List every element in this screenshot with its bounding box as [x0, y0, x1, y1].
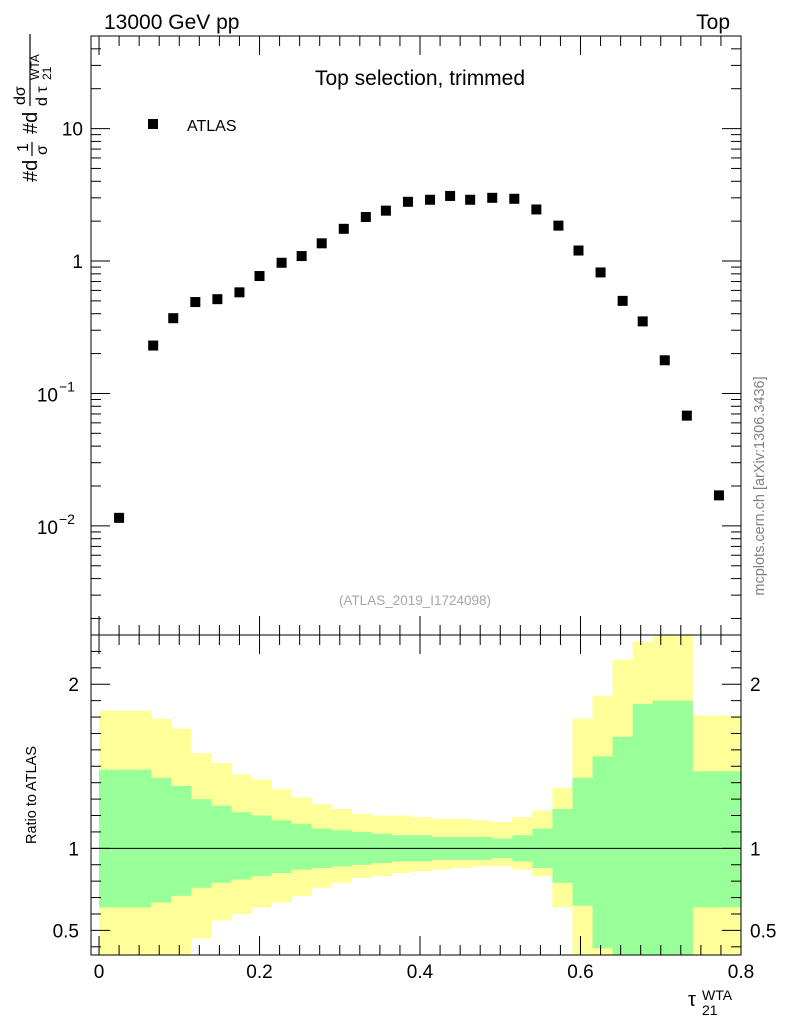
svg-text:WTA: WTA: [702, 987, 733, 1003]
data-point: [509, 193, 520, 204]
svg-text:21: 21: [40, 66, 54, 80]
data-point: [338, 223, 349, 234]
analysis-watermark: (ATLAS_2019_I1724098): [339, 593, 491, 608]
ratio-y-tick-label: 2: [68, 675, 79, 696]
data-point: [445, 190, 456, 201]
data-point: [316, 238, 327, 249]
x-tick-label: 0: [94, 962, 105, 983]
ratio-uncertainty-bands: [99, 635, 742, 955]
x-tick-label: 0.4: [407, 962, 434, 983]
side-reference-label: mcplots.cern.ch [arXiv:1306.3436]: [752, 376, 768, 595]
legend-label: ATLAS: [187, 118, 237, 135]
data-point: [617, 295, 628, 306]
y-tick-label: 10: [37, 385, 58, 406]
y-tick-label: 1: [72, 252, 83, 273]
green-uncertainty-band: [99, 700, 742, 955]
y-tick-label: 10: [37, 518, 58, 539]
ratio-plot-frame: [90, 634, 742, 956]
data-point: [254, 271, 265, 282]
svg-text:1: 1: [15, 143, 32, 152]
x-tick-label: 0.6: [567, 962, 593, 983]
data-point: [296, 251, 307, 262]
data-point: [234, 287, 245, 298]
data-point: [573, 245, 584, 256]
data-point: [531, 204, 542, 215]
y-tick-label: 10: [62, 120, 83, 141]
data-point: [190, 297, 201, 308]
data-point: [360, 211, 371, 222]
header-energy-label: 13000 GeV pp: [104, 11, 239, 34]
data-point: [276, 257, 287, 268]
data-point: [380, 205, 391, 216]
y-tick-label-exponent: −1: [59, 378, 75, 394]
data-point: [148, 340, 159, 351]
x-tick-label: 0.8: [728, 962, 754, 983]
ratio-y-tick-label-right: 1: [750, 839, 761, 860]
data-point: [212, 294, 223, 305]
atlas-data-points: [114, 190, 724, 523]
svg-text:#d: #d: [20, 112, 42, 134]
plot-title: Top selection, trimmed: [315, 67, 525, 90]
data-point: [487, 192, 498, 203]
svg-text:d τ: d τ: [34, 86, 51, 106]
ratio-plot-panel: 0.5 0.51 12 2 0 0.2 0.4 0.6 0.8 Ratio to ATLAS …: [24, 634, 777, 1018]
main-y-axis-label: #d 1 σ #d dσ d τ 21 WTA: [12, 34, 54, 182]
svg-text:WTA: WTA: [28, 54, 42, 80]
data-point: [168, 313, 179, 324]
ratio-x-tick-labels: 0 0.2 0.4 0.6 0.8: [94, 962, 754, 983]
ratio-plot-ticks: [91, 634, 742, 955]
data-point: [425, 194, 436, 205]
ratio-y-tick-label-right: 0.5: [750, 921, 776, 942]
svg-text:21: 21: [702, 1002, 718, 1018]
legend-marker: [148, 119, 158, 129]
data-point: [402, 196, 413, 207]
data-point: [713, 490, 724, 501]
data-point: [681, 410, 692, 421]
ratio-y-tick-label: 1: [68, 839, 79, 860]
data-point: [553, 220, 564, 231]
header-process-label: Top: [696, 11, 730, 34]
ratio-y-tick-labels: 0.5 0.5 1 1 2 2: [53, 675, 777, 942]
x-axis-label: τ 21 WTA: [688, 987, 733, 1018]
x-tick-label: 0.2: [246, 962, 272, 983]
data-point: [637, 316, 648, 327]
data-point: [465, 194, 476, 205]
data-point: [114, 512, 125, 523]
svg-text:τ: τ: [688, 989, 696, 1011]
data-point: [595, 267, 606, 278]
ratio-y-tick-label: 0.5: [53, 921, 79, 942]
svg-text:#d: #d: [20, 160, 42, 182]
y-tick-label-exponent: −2: [59, 511, 75, 527]
ratio-y-axis-label: Ratio to ATLAS: [24, 746, 40, 844]
svg-text:dσ: dσ: [12, 86, 29, 105]
data-point: [659, 355, 670, 366]
main-plot-ticks: [91, 35, 742, 635]
svg-text:σ: σ: [34, 145, 51, 155]
ratio-y-tick-label-right: 2: [750, 675, 761, 696]
